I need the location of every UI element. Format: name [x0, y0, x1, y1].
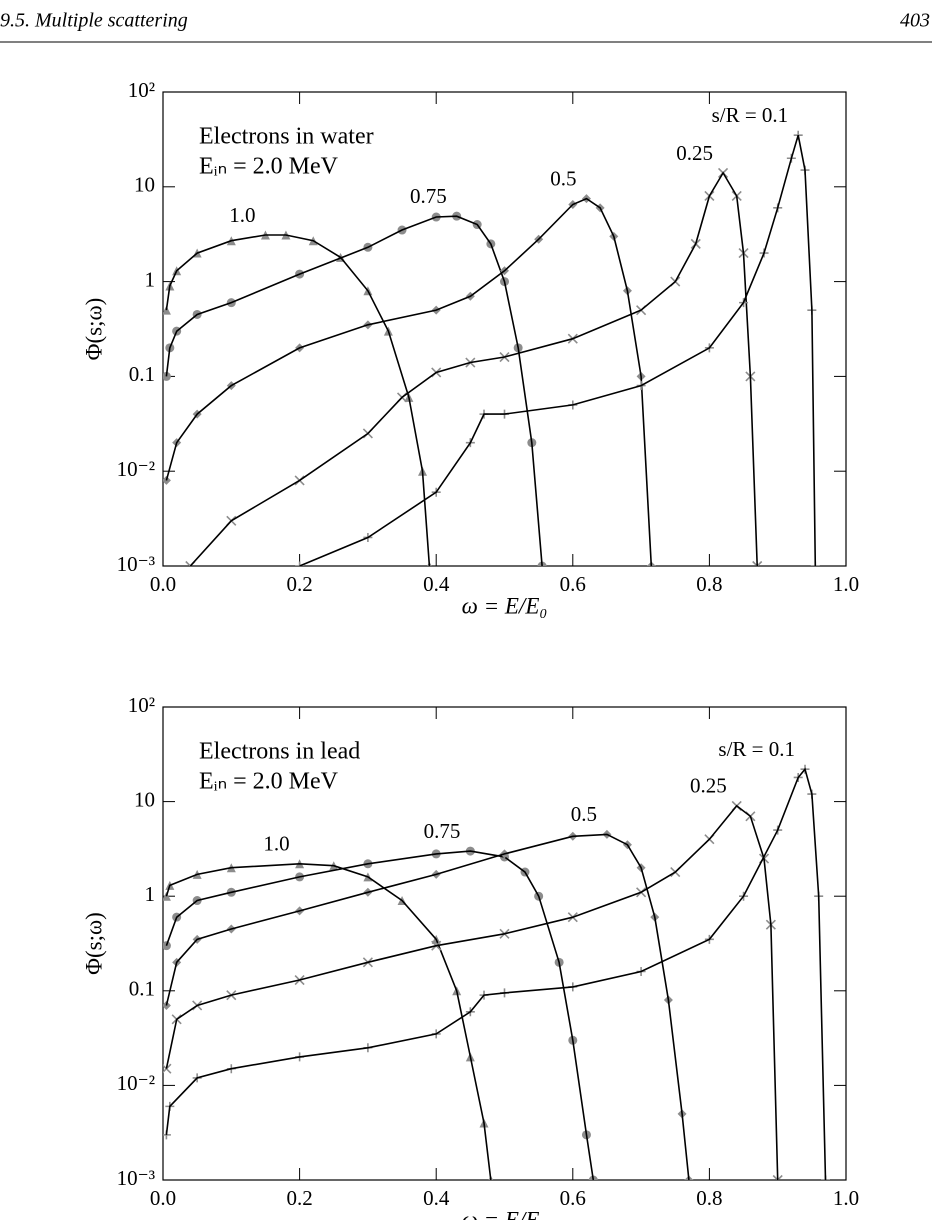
y-tick-label: 10 — [134, 173, 155, 197]
series-label: 0.5 — [550, 166, 576, 190]
x-tick-label: 0.2 — [286, 1186, 312, 1210]
y-tick-label: 0.1 — [129, 362, 155, 386]
series-label: 1.0 — [229, 203, 255, 227]
x-tick-label: 0.4 — [423, 572, 450, 596]
series-line — [165, 850, 595, 1180]
x-tick-label: 0.6 — [560, 1186, 586, 1210]
x-tick-label: 1.0 — [833, 1186, 859, 1210]
marker — [752, 560, 763, 566]
marker — [163, 1063, 172, 1074]
x-tick-label: 0.8 — [696, 1186, 722, 1210]
x-tick-label: 0.0 — [150, 1186, 176, 1210]
y-axis-label: Φ(s;ω) — [81, 298, 106, 361]
series-label: 0.25 — [676, 141, 713, 165]
series-line — [299, 134, 817, 566]
y-axis-label: Φ(s;ω) — [81, 912, 106, 975]
x-tick-label: 0.6 — [560, 572, 586, 596]
marker — [772, 1174, 783, 1180]
series-line — [165, 767, 827, 1180]
series-label: 0.75 — [410, 184, 447, 208]
series-label: 1.0 — [263, 832, 289, 856]
series-line — [165, 234, 431, 566]
plot-frame — [162, 91, 847, 567]
y-tick-label: 1 — [145, 882, 156, 906]
x-axis-label: ω = E/E₀ — [462, 1207, 548, 1220]
x-tick-label: 0.8 — [696, 572, 722, 596]
series-line — [165, 833, 690, 1180]
series-label: s/R = 0.1 — [718, 737, 795, 761]
x-tick-label: 0.0 — [150, 572, 176, 596]
annotation: Eᵢₙ = 2.0 MeV — [199, 154, 339, 180]
section-title: 9.5. Multiple scattering — [0, 10, 188, 32]
y-tick-label: 10⁻² — [117, 1071, 155, 1095]
series-line — [165, 862, 492, 1180]
y-tick-label: 10² — [128, 78, 155, 102]
series-line — [165, 215, 543, 566]
series-label: 0.5 — [571, 802, 597, 826]
x-tick-label: 0.4 — [423, 1186, 450, 1210]
page-number: 403 — [900, 10, 930, 32]
y-tick-label: 10⁻³ — [117, 1166, 155, 1190]
y-tick-label: 10⁻³ — [117, 552, 155, 576]
series-line — [165, 197, 653, 566]
x-tick-label: 1.0 — [833, 572, 859, 596]
y-tick-label: 10⁻² — [117, 457, 155, 481]
series-label: 0.75 — [424, 819, 461, 843]
x-tick-label: 0.2 — [286, 572, 312, 596]
series-label: 0.25 — [690, 774, 727, 798]
x-axis-label: ω = E/E₀ — [462, 593, 548, 618]
marker — [295, 561, 305, 566]
y-tick-label: 10² — [128, 693, 155, 717]
annotation: Electrons in lead — [199, 739, 360, 765]
plot-area — [163, 764, 831, 1180]
series-line — [189, 171, 758, 566]
y-tick-label: 1 — [145, 267, 156, 291]
series-line — [165, 804, 779, 1180]
annotation: Eᵢₙ = 2.0 MeV — [199, 769, 339, 795]
y-tick-label: 0.1 — [129, 977, 155, 1001]
y-tick-label: 10 — [134, 787, 155, 811]
series-label: s/R = 0.1 — [712, 103, 789, 127]
plot-area — [163, 130, 820, 566]
annotation: Electrons in water — [199, 124, 374, 150]
